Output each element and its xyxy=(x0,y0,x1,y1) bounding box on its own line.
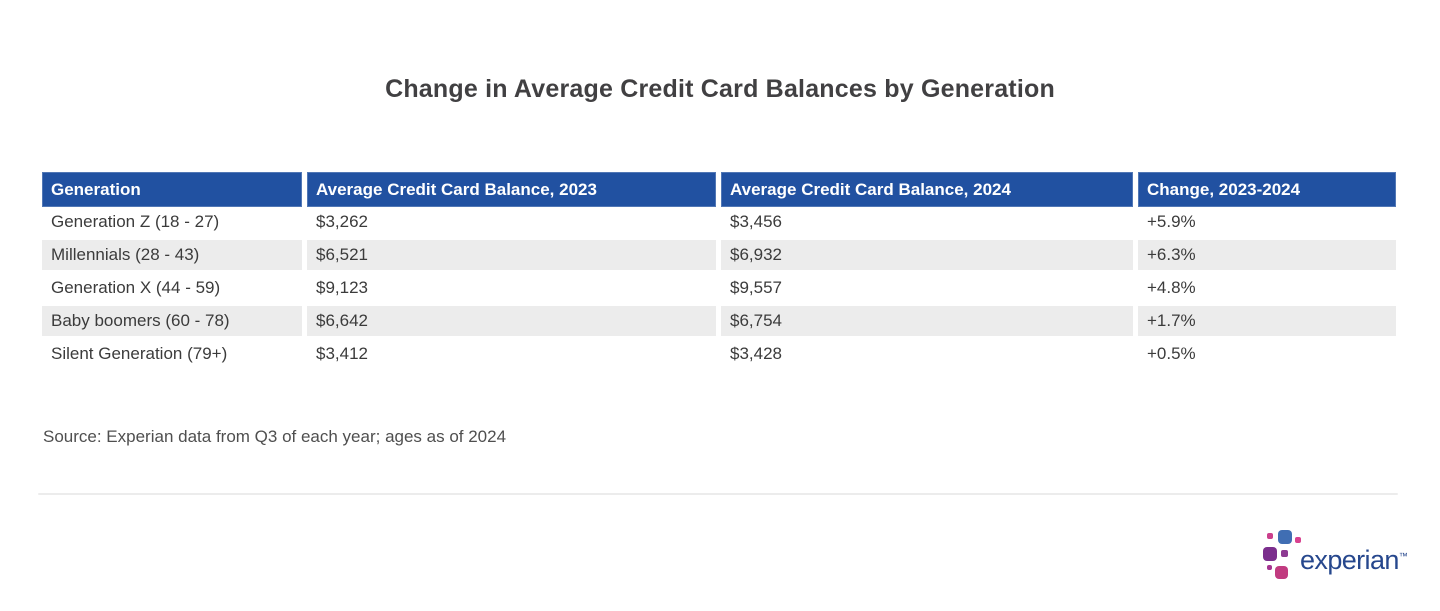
change-cell: +5.9% xyxy=(1138,207,1396,240)
generation-cell: Generation Z (18 - 27) xyxy=(42,207,307,240)
column-header-generation: Generation xyxy=(42,172,307,207)
experian-logo: experian™ xyxy=(1262,529,1408,586)
table-row-baby-boomers: Baby boomers (60 - 78) $6,642 $6,754 +1.… xyxy=(42,306,1396,339)
balance-2023-cell: $6,642 xyxy=(307,306,721,339)
change-cell: +6.3% xyxy=(1138,240,1396,273)
balance-2023-cell: $6,521 xyxy=(307,240,721,273)
logo-dot-purple-center-icon xyxy=(1281,550,1288,557)
divider xyxy=(38,493,1398,495)
column-header-balance-2023: Average Credit Card Balance, 2023 xyxy=(307,172,721,207)
balance-2024-cell: $9,557 xyxy=(721,273,1138,306)
column-header-balance-2024: Average Credit Card Balance, 2024 xyxy=(721,172,1138,207)
generation-cell: Generation X (44 - 59) xyxy=(42,273,307,306)
logo-square-blue-icon xyxy=(1278,530,1292,544)
table-row-silent-generation: Silent Generation (79+) $3,412 $3,428 +0… xyxy=(42,339,1396,372)
table-row-generation-z: Generation Z (18 - 27) $3,262 $3,456 +5.… xyxy=(42,207,1396,240)
change-cell: +0.5% xyxy=(1138,339,1396,372)
trademark-symbol: ™ xyxy=(1398,551,1408,561)
change-cell: +1.7% xyxy=(1138,306,1396,339)
logo-dot-magenta-top-icon xyxy=(1267,533,1273,539)
balance-2024-cell: $6,932 xyxy=(721,240,1138,273)
balance-2023-cell: $3,412 xyxy=(307,339,721,372)
source-note: Source: Experian data from Q3 of each ye… xyxy=(43,427,507,446)
credit-card-balance-table: Generation Average Credit Card Balance, … xyxy=(42,172,1396,372)
experian-wordmark: experian xyxy=(1300,545,1399,575)
table-header-row: Generation Average Credit Card Balance, … xyxy=(42,172,1396,207)
logo-square-magenta-icon xyxy=(1275,566,1288,579)
balance-2024-cell: $6,754 xyxy=(721,306,1138,339)
balance-2023-cell: $9,123 xyxy=(307,273,721,306)
logo-dot-magenta-bottom-icon xyxy=(1267,565,1272,570)
data-table: Generation Average Credit Card Balance, … xyxy=(42,172,1396,372)
balance-2024-cell: $3,428 xyxy=(721,339,1138,372)
change-cell: +4.8% xyxy=(1138,273,1396,306)
balance-2023-cell: $3,262 xyxy=(307,207,721,240)
generation-cell: Baby boomers (60 - 78) xyxy=(42,306,307,339)
column-header-change: Change, 2023-2024 xyxy=(1138,172,1396,207)
experian-logo-mark-icon xyxy=(1262,529,1301,581)
generation-cell: Millennials (28 - 43) xyxy=(42,240,307,273)
logo-dot-pink-right-icon xyxy=(1295,537,1301,543)
balance-2024-cell: $3,456 xyxy=(721,207,1138,240)
page-title: Change in Average Credit Card Balances b… xyxy=(385,75,1055,103)
logo-square-purple-icon xyxy=(1263,547,1277,561)
experian-logo-text: experian™ xyxy=(1300,541,1408,575)
table-row-millennials: Millennials (28 - 43) $6,521 $6,932 +6.3… xyxy=(42,240,1396,273)
table-row-generation-x: Generation X (44 - 59) $9,123 $9,557 +4.… xyxy=(42,273,1396,306)
generation-cell: Silent Generation (79+) xyxy=(42,339,307,372)
